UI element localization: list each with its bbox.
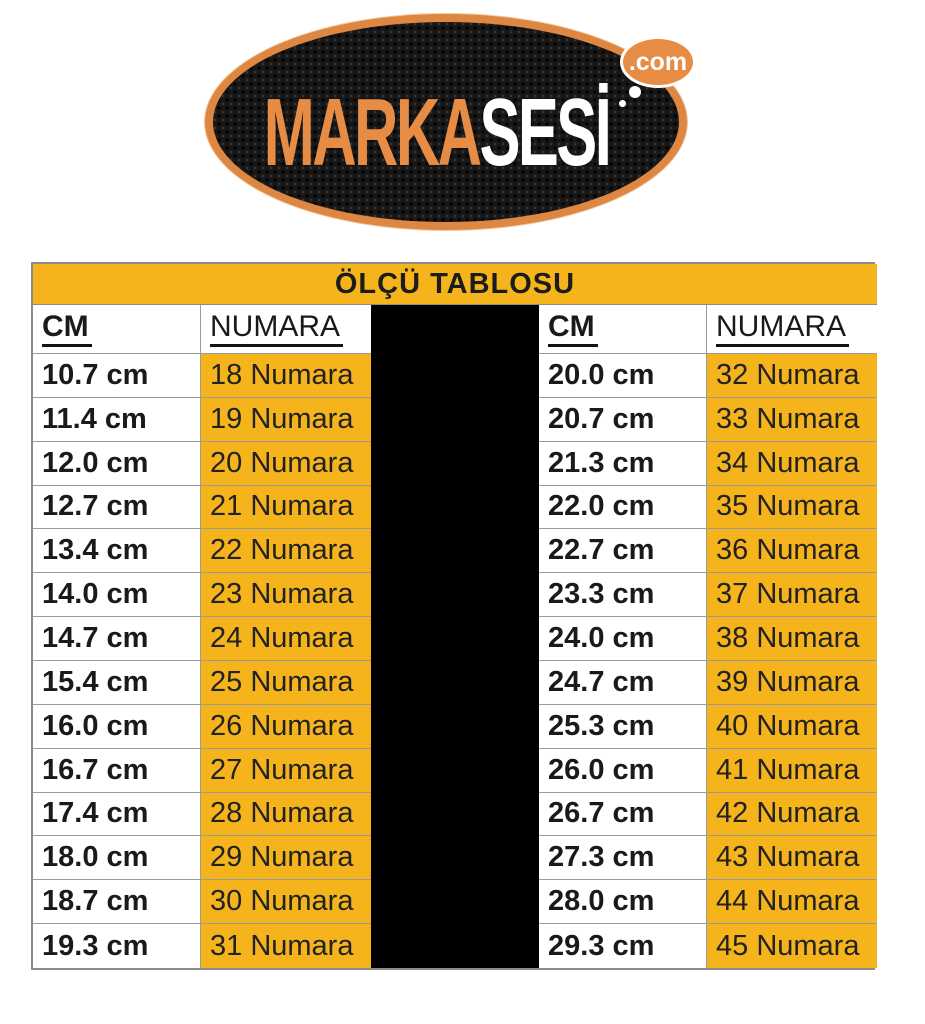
numara-value: 32 Numara (707, 354, 877, 398)
cm-value: 25.3 cm (539, 704, 707, 749)
cm-value: 24.7 cm (539, 661, 707, 705)
numara-value: 22 Numara (201, 529, 371, 574)
numara-value: 31 Numara (201, 924, 371, 968)
numara-value: 18 Numara (201, 354, 371, 398)
numara-value: 41 Numara (707, 748, 877, 793)
numara-value: 36 Numara (707, 529, 877, 574)
cm-value: 23.3 cm (539, 573, 707, 618)
numara-value: 20 Numara (201, 441, 371, 486)
cm-value: 14.7 cm (33, 617, 201, 661)
numara-value: 27 Numara (201, 748, 371, 793)
divider-strip (371, 485, 539, 530)
numara-value: 37 Numara (707, 573, 877, 618)
numara-value: 28 Numara (201, 792, 371, 837)
cm-value: 22.0 cm (539, 485, 707, 530)
cm-value: 26.7 cm (539, 792, 707, 837)
cm-value: 20.0 cm (539, 354, 707, 398)
divider-strip (371, 305, 539, 354)
divider-strip (371, 924, 539, 968)
cm-value: 16.0 cm (33, 704, 201, 749)
cm-value: 24.0 cm (539, 617, 707, 661)
divider-strip (371, 704, 539, 749)
cm-value: 27.3 cm (539, 836, 707, 881)
numara-value: 23 Numara (201, 573, 371, 618)
column-header-numara-right: NUMARA (707, 305, 877, 354)
numara-value: 25 Numara (201, 661, 371, 705)
cm-value: 28.0 cm (539, 880, 707, 925)
cm-value: 15.4 cm (33, 661, 201, 705)
divider-strip (371, 748, 539, 793)
cm-value: 18.0 cm (33, 836, 201, 881)
cm-value: 12.7 cm (33, 485, 201, 530)
cm-value: 18.7 cm (33, 880, 201, 925)
cm-value: 12.0 cm (33, 441, 201, 486)
cm-value: 14.0 cm (33, 573, 201, 618)
cm-value: 20.7 cm (539, 397, 707, 442)
cm-value: 21.3 cm (539, 441, 707, 486)
numara-value: 30 Numara (201, 880, 371, 925)
cm-value: 19.3 cm (33, 924, 201, 968)
com-bubble-label: .com (628, 47, 688, 76)
numara-value: 39 Numara (707, 661, 877, 705)
numara-value: 24 Numara (201, 617, 371, 661)
numara-value: 29 Numara (201, 836, 371, 881)
cm-value: 17.4 cm (33, 792, 201, 837)
divider-strip (371, 836, 539, 881)
divider-strip (371, 441, 539, 486)
brand-logo: MARKA SESİ .com (205, 14, 696, 230)
numara-value: 43 Numara (707, 836, 877, 881)
divider-strip (371, 661, 539, 705)
cm-value: 16.7 cm (33, 748, 201, 793)
numara-value: 38 Numara (707, 617, 877, 661)
numara-value: 45 Numara (707, 924, 877, 968)
numara-value: 21 Numara (201, 485, 371, 530)
divider-strip (371, 617, 539, 661)
logo-text-sesi: SESİ (479, 79, 611, 186)
size-conversion-table: ÖLÇÜ TABLOSU CM NUMARA CM NUMARA 10.7 cm… (31, 262, 877, 970)
bubble-trail-dot-small (619, 100, 626, 107)
cm-value: 10.7 cm (33, 354, 201, 398)
numara-value: 44 Numara (707, 880, 877, 925)
divider-strip (371, 397, 539, 442)
cm-value: 11.4 cm (33, 397, 201, 442)
logo-text-marka: MARKA (263, 79, 482, 186)
numara-value: 40 Numara (707, 704, 877, 749)
logo-carbon-background (213, 22, 679, 222)
divider-strip (371, 792, 539, 837)
cm-value: 22.7 cm (539, 529, 707, 574)
numara-value: 19 Numara (201, 397, 371, 442)
com-speech-bubble: .com (620, 36, 696, 88)
column-header-numara-left: NUMARA (201, 305, 371, 354)
bubble-trail-dot-large (629, 86, 641, 98)
table-title-banner: ÖLÇÜ TABLOSU (33, 264, 877, 305)
cm-value: 26.0 cm (539, 748, 707, 793)
cm-value: 29.3 cm (539, 924, 707, 968)
divider-strip (371, 573, 539, 618)
column-header-cm-right: CM (539, 305, 707, 354)
numara-value: 33 Numara (707, 397, 877, 442)
divider-strip (371, 354, 539, 398)
divider-strip (371, 529, 539, 574)
column-header-cm-left: CM (33, 305, 201, 354)
numara-value: 26 Numara (201, 704, 371, 749)
numara-value: 42 Numara (707, 792, 877, 837)
numara-value: 35 Numara (707, 485, 877, 530)
logo-wordmark: MARKA SESİ (264, 14, 612, 230)
divider-strip (371, 880, 539, 925)
cm-value: 13.4 cm (33, 529, 201, 574)
numara-value: 34 Numara (707, 441, 877, 486)
